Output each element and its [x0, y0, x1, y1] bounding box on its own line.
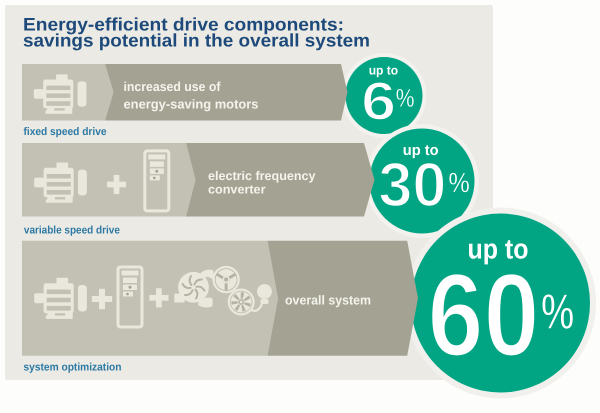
svg-text:%: % [541, 283, 574, 340]
svg-text:60: 60 [428, 250, 540, 382]
svg-text:Energy-efficient drive compone: Energy-efficient drive components: [23, 15, 344, 35]
svg-text:system optimization: system optimization [24, 362, 122, 374]
svg-text:up to: up to [468, 234, 529, 265]
svg-text:%: % [396, 83, 415, 113]
svg-text:variable speed drive: variable speed drive [24, 224, 120, 236]
svg-text:savings potential in the overa: savings potential in the overall system [23, 31, 370, 51]
svg-text:energy-saving motors: energy-saving motors [124, 97, 259, 112]
svg-text:converter: converter [208, 182, 266, 196]
svg-text:up to: up to [369, 63, 399, 77]
svg-text:fixed speed drive: fixed speed drive [24, 126, 107, 138]
svg-text:increased use of: increased use of [124, 79, 222, 94]
svg-text:overall system: overall system [285, 292, 371, 307]
svg-text:6: 6 [361, 72, 396, 132]
svg-text:up to: up to [403, 142, 439, 159]
svg-text:30: 30 [378, 150, 446, 220]
svg-text:electric frequency: electric frequency [208, 169, 316, 183]
svg-text:%: % [448, 167, 470, 199]
